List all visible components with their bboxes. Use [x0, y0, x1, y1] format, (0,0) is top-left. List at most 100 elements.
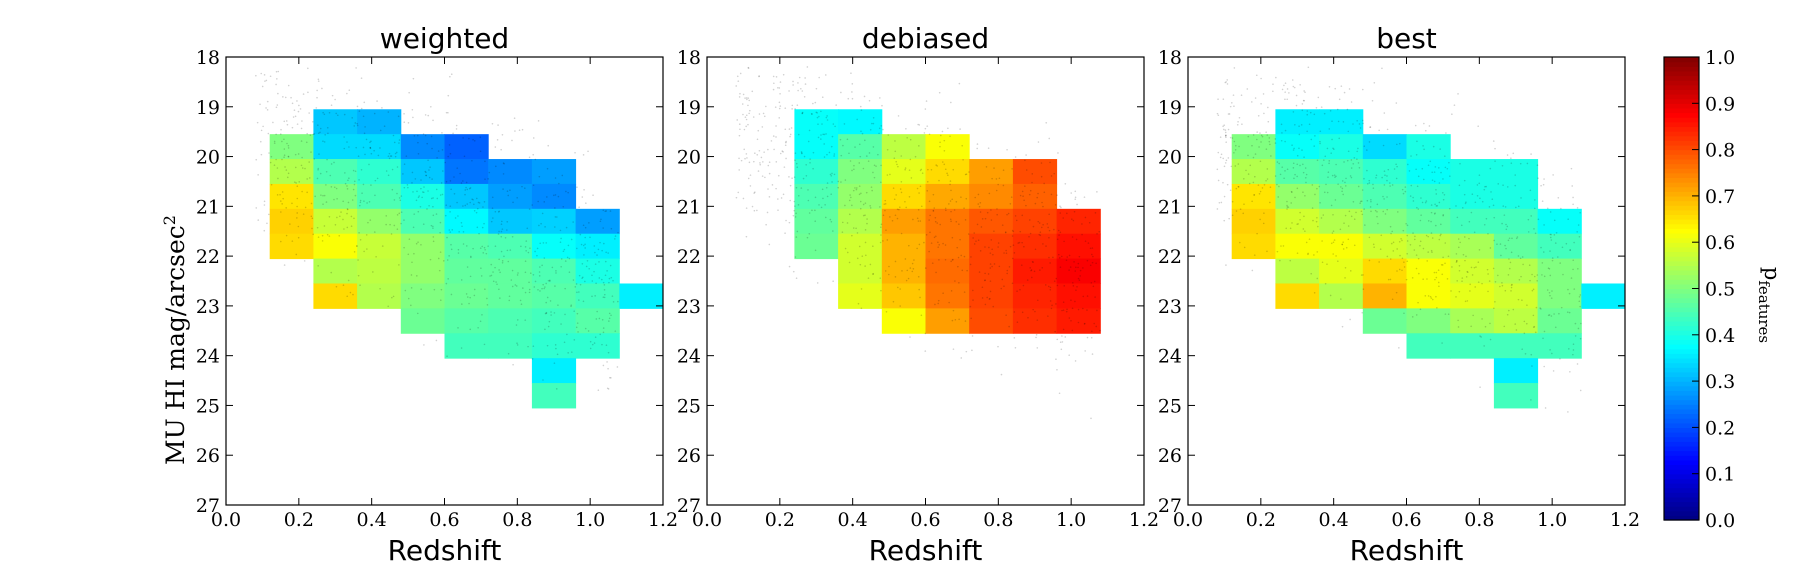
scatter-point	[1076, 286, 1078, 288]
scatter-point	[861, 132, 864, 135]
scatter-point	[1550, 315, 1553, 317]
scatter-point	[503, 255, 505, 258]
scatter-point	[1456, 260, 1458, 262]
scatter-point	[784, 107, 787, 109]
scatter-point	[478, 232, 480, 235]
scatter-point	[502, 162, 505, 164]
scatter-point	[553, 226, 556, 228]
scatter-point	[323, 141, 326, 143]
scatter-point	[282, 96, 284, 98]
scatter-point	[979, 250, 982, 252]
heatmap-cell	[1275, 134, 1320, 160]
scatter-point	[1349, 318, 1351, 321]
scatter-point	[1457, 238, 1460, 240]
scatter-point	[546, 167, 549, 170]
scatter-point	[1295, 104, 1298, 107]
scatter-point	[435, 213, 438, 215]
scatter-point	[1012, 230, 1015, 233]
scatter-point	[266, 109, 269, 111]
scatter-point	[508, 295, 511, 298]
scatter-point	[431, 178, 433, 180]
scatter-point	[1252, 181, 1255, 184]
scatter-point	[1342, 193, 1344, 196]
scatter-point	[353, 251, 356, 253]
scatter-point	[1047, 315, 1049, 317]
scatter-point	[412, 191, 414, 193]
scatter-point	[1576, 207, 1579, 209]
scatter-point	[1316, 251, 1319, 253]
scatter-point	[1356, 150, 1358, 153]
scatter-point	[1478, 174, 1481, 176]
scatter-point	[1082, 307, 1084, 310]
scatter-point	[1464, 259, 1466, 262]
scatter-point	[795, 236, 798, 238]
scatter-point	[1572, 343, 1575, 346]
scatter-point	[761, 175, 764, 177]
scatter-point	[572, 279, 575, 281]
scatter-point	[325, 170, 328, 173]
scatter-point	[1390, 232, 1392, 235]
scatter-point	[904, 167, 907, 169]
scatter-point	[468, 137, 470, 140]
scatter-point	[880, 164, 882, 167]
scatter-point	[855, 188, 858, 191]
heatmap-cell	[1537, 333, 1582, 359]
scatter-point	[277, 70, 280, 73]
scatter-point	[919, 220, 922, 222]
heatmap-cell	[400, 208, 445, 235]
scatter-point	[1370, 198, 1372, 201]
scatter-point	[432, 197, 434, 199]
scatter-point	[1072, 219, 1075, 222]
heatmap-cell	[1362, 134, 1407, 160]
colorbar-segment	[1664, 436, 1699, 442]
scatter-point	[1091, 330, 1093, 333]
scatter-point	[955, 220, 958, 223]
scatter-point	[1307, 252, 1309, 255]
scatter-point	[1372, 183, 1374, 186]
scatter-point	[356, 105, 359, 108]
scatter-point	[1239, 241, 1241, 244]
scatter-point	[1040, 175, 1043, 178]
scatter-point	[1549, 236, 1552, 239]
scatter-point	[823, 133, 826, 136]
heatmap-cell	[1406, 333, 1451, 359]
scatter-point	[862, 214, 865, 217]
scatter-point	[413, 213, 416, 215]
scatter-point	[1456, 280, 1459, 282]
scatter-point	[1497, 183, 1500, 185]
scatter-point	[1073, 261, 1075, 263]
scatter-point	[373, 149, 375, 152]
scatter-point	[272, 121, 274, 124]
scatter-point	[302, 93, 305, 95]
scatter-point	[963, 207, 965, 209]
scatter-point	[1571, 185, 1574, 187]
scatter-point	[266, 222, 268, 225]
scatter-point	[414, 178, 417, 180]
scatter-point	[788, 221, 791, 224]
scatter-point	[1048, 137, 1051, 140]
scatter-point	[1415, 314, 1418, 316]
scatter-point	[277, 177, 279, 180]
scatter-point	[912, 267, 915, 270]
scatter-point	[346, 212, 348, 215]
scatter-point	[793, 209, 796, 212]
scatter-point	[894, 276, 897, 278]
scatter-point	[1299, 164, 1301, 167]
scatter-point	[343, 136, 345, 138]
scatter-point	[417, 141, 419, 144]
scatter-point	[348, 177, 350, 180]
colorbar-segment	[1664, 353, 1699, 359]
scatter-point	[608, 281, 610, 284]
scatter-point	[1233, 105, 1235, 108]
scatter-point	[324, 133, 326, 136]
scatter-point	[846, 222, 849, 224]
scatter-point	[460, 347, 463, 349]
scatter-point	[784, 128, 787, 131]
scatter-point	[1427, 251, 1430, 253]
heatmap-cell	[1450, 183, 1495, 210]
scatter-point	[336, 114, 339, 117]
scatter-point	[1280, 139, 1283, 142]
scatter-point	[566, 256, 569, 259]
scatter-point	[931, 262, 934, 264]
scatter-point	[1481, 318, 1483, 320]
